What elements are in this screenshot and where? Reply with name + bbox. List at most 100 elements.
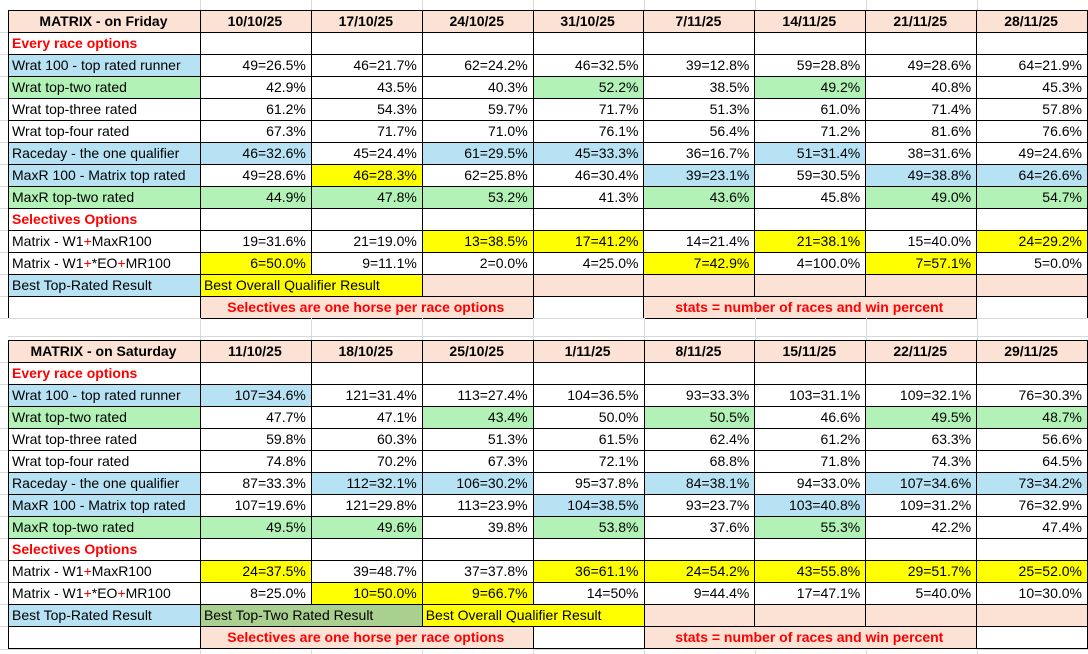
data-cell: 87=33.3% xyxy=(199,472,312,495)
data-cell: 56.4% xyxy=(643,120,756,143)
data-cell: 17=47.1% xyxy=(754,582,867,605)
data-cell: 45.8% xyxy=(754,186,867,209)
sheet-gridline xyxy=(0,76,8,77)
sheet-gridline xyxy=(0,120,8,121)
data-cell: 46=30.4% xyxy=(532,164,645,187)
row-label: Matrix - W1+*EO+MR100 xyxy=(8,582,201,605)
sheet-gridline xyxy=(0,32,8,33)
sheet-gridline xyxy=(533,318,644,319)
data-cell: 29=51.7% xyxy=(865,560,978,583)
sheet-gridline xyxy=(0,362,8,363)
data-cell: 67.3% xyxy=(421,450,534,473)
data-cell: 71.7% xyxy=(310,120,423,143)
sheet-gridline xyxy=(0,186,8,187)
data-cell: 17=41.2% xyxy=(532,230,645,253)
data-cell: 43=55.8% xyxy=(754,560,867,583)
data-cell: 62=25.8% xyxy=(421,164,534,187)
result-empty-cell xyxy=(421,274,534,297)
matrix-friday-table: MATRIX - on Friday 10/10/25 17/10/25 24/10/… xyxy=(8,10,1088,319)
sheet-gridline xyxy=(0,230,8,231)
date-header-cell: 8/11/25 xyxy=(643,340,756,363)
data-cell: 7=57.1% xyxy=(865,252,978,275)
table-row: Raceday - the one qualifier 87=33.3% 112=3… xyxy=(8,472,1088,495)
data-cell: 21=38.1% xyxy=(754,230,867,253)
data-cell: 76=32.9% xyxy=(976,494,1088,517)
data-cell: 62=24.2% xyxy=(421,54,534,77)
result-merged-cell: Best Overall Qualifier Result xyxy=(421,604,645,627)
data-cell: 71.2% xyxy=(754,120,867,143)
table-row: Wrat top-four rated 74.8% 70.2% 67.3% 72.1% 6… xyxy=(8,450,1088,473)
data-cell: 71.4% xyxy=(865,98,978,121)
empty-cell xyxy=(754,538,867,561)
sheet-gridline xyxy=(0,560,8,561)
data-cell: 13=38.5% xyxy=(421,230,534,253)
data-cell: 53.8% xyxy=(532,516,645,539)
data-cell: 47.1% xyxy=(310,406,423,429)
empty-cell xyxy=(976,362,1088,385)
ghost-cell xyxy=(976,626,1088,649)
sheet-gridline xyxy=(200,0,201,10)
data-cell: 45.3% xyxy=(976,76,1088,99)
date-header-cell: 10/10/25 xyxy=(199,10,312,33)
sheet-gridline xyxy=(533,0,534,10)
empty-cell xyxy=(199,208,312,231)
result-empty-cell xyxy=(976,604,1088,627)
result-empty-cell xyxy=(754,274,867,297)
data-cell: 74.8% xyxy=(199,450,312,473)
data-cell: 104=36.5% xyxy=(532,384,645,407)
sheet-gridline xyxy=(866,318,867,340)
sheet-gridline xyxy=(755,0,756,10)
data-cell: 73=34.2% xyxy=(976,472,1088,495)
sheet-gridline xyxy=(533,650,534,654)
data-cell: 2=0.0% xyxy=(421,252,534,275)
row-label: Matrix - W1+*EO+MR100 xyxy=(8,252,201,275)
empty-cell xyxy=(976,538,1088,561)
sheet-gridline xyxy=(533,318,534,340)
empty-cell xyxy=(532,538,645,561)
data-cell: 53.2% xyxy=(421,186,534,209)
data-cell: 121=29.8% xyxy=(310,494,423,517)
date-header-cell: 7/11/25 xyxy=(643,10,756,33)
data-cell: 9=11.1% xyxy=(310,252,423,275)
row-label: Raceday - the one qualifier xyxy=(8,142,201,165)
data-cell: 68.8% xyxy=(643,450,756,473)
data-cell: 49.6% xyxy=(310,516,423,539)
data-cell: 36=61.1% xyxy=(532,560,645,583)
data-cell: 42.2% xyxy=(865,516,978,539)
data-cell: 61.5% xyxy=(532,428,645,451)
data-cell: 113=27.4% xyxy=(421,384,534,407)
sheet-gridline xyxy=(977,649,1088,650)
table-row: Wrat top-four rated 67.3% 71.7% 71.0% 76.1% 5… xyxy=(8,120,1088,143)
data-cell: 47.4% xyxy=(976,516,1088,539)
red-plus-sign: + xyxy=(83,563,92,579)
data-cell: 46.6% xyxy=(754,406,867,429)
note-selectives: Selectives are one horse per race option… xyxy=(199,626,534,649)
date-header-cell: 31/10/25 xyxy=(532,10,645,33)
header-row: MATRIX - on Saturday 11/10/25 18/10/25 25/1… xyxy=(8,340,1088,363)
section-label: Selectives Options xyxy=(8,538,201,561)
data-cell: 49=38.8% xyxy=(865,164,978,187)
sheet-gridline xyxy=(0,142,8,143)
sheet-gridline xyxy=(866,0,867,10)
date-header-cell: 1/11/25 xyxy=(532,340,645,363)
sheet-gridline xyxy=(422,318,423,340)
data-cell: 38.5% xyxy=(643,76,756,99)
section-row: Every race options xyxy=(8,32,1088,55)
data-cell: 45=24.4% xyxy=(310,142,423,165)
data-cell: 49=28.6% xyxy=(865,54,978,77)
data-cell: 43.4% xyxy=(421,406,534,429)
row-label: Raceday - the one qualifier xyxy=(8,472,201,495)
table-row: Matrix - W1+MaxR100 24=37.5% 39=48.7% 37=37… xyxy=(8,560,1088,583)
date-header-cell: 25/10/25 xyxy=(421,340,534,363)
sheet-gridline xyxy=(755,318,756,340)
date-header-cell: 11/10/25 xyxy=(199,340,312,363)
data-cell: 61=29.5% xyxy=(421,142,534,165)
row-label: Wrat top-four rated xyxy=(8,120,201,143)
data-cell: 6=50.0% xyxy=(199,252,312,275)
data-cell: 59=28.8% xyxy=(754,54,867,77)
date-header-cell: 17/10/25 xyxy=(310,10,423,33)
sheet-gridline xyxy=(0,494,8,495)
red-plus-sign: + xyxy=(117,585,126,601)
data-cell: 21=19.0% xyxy=(310,230,423,253)
